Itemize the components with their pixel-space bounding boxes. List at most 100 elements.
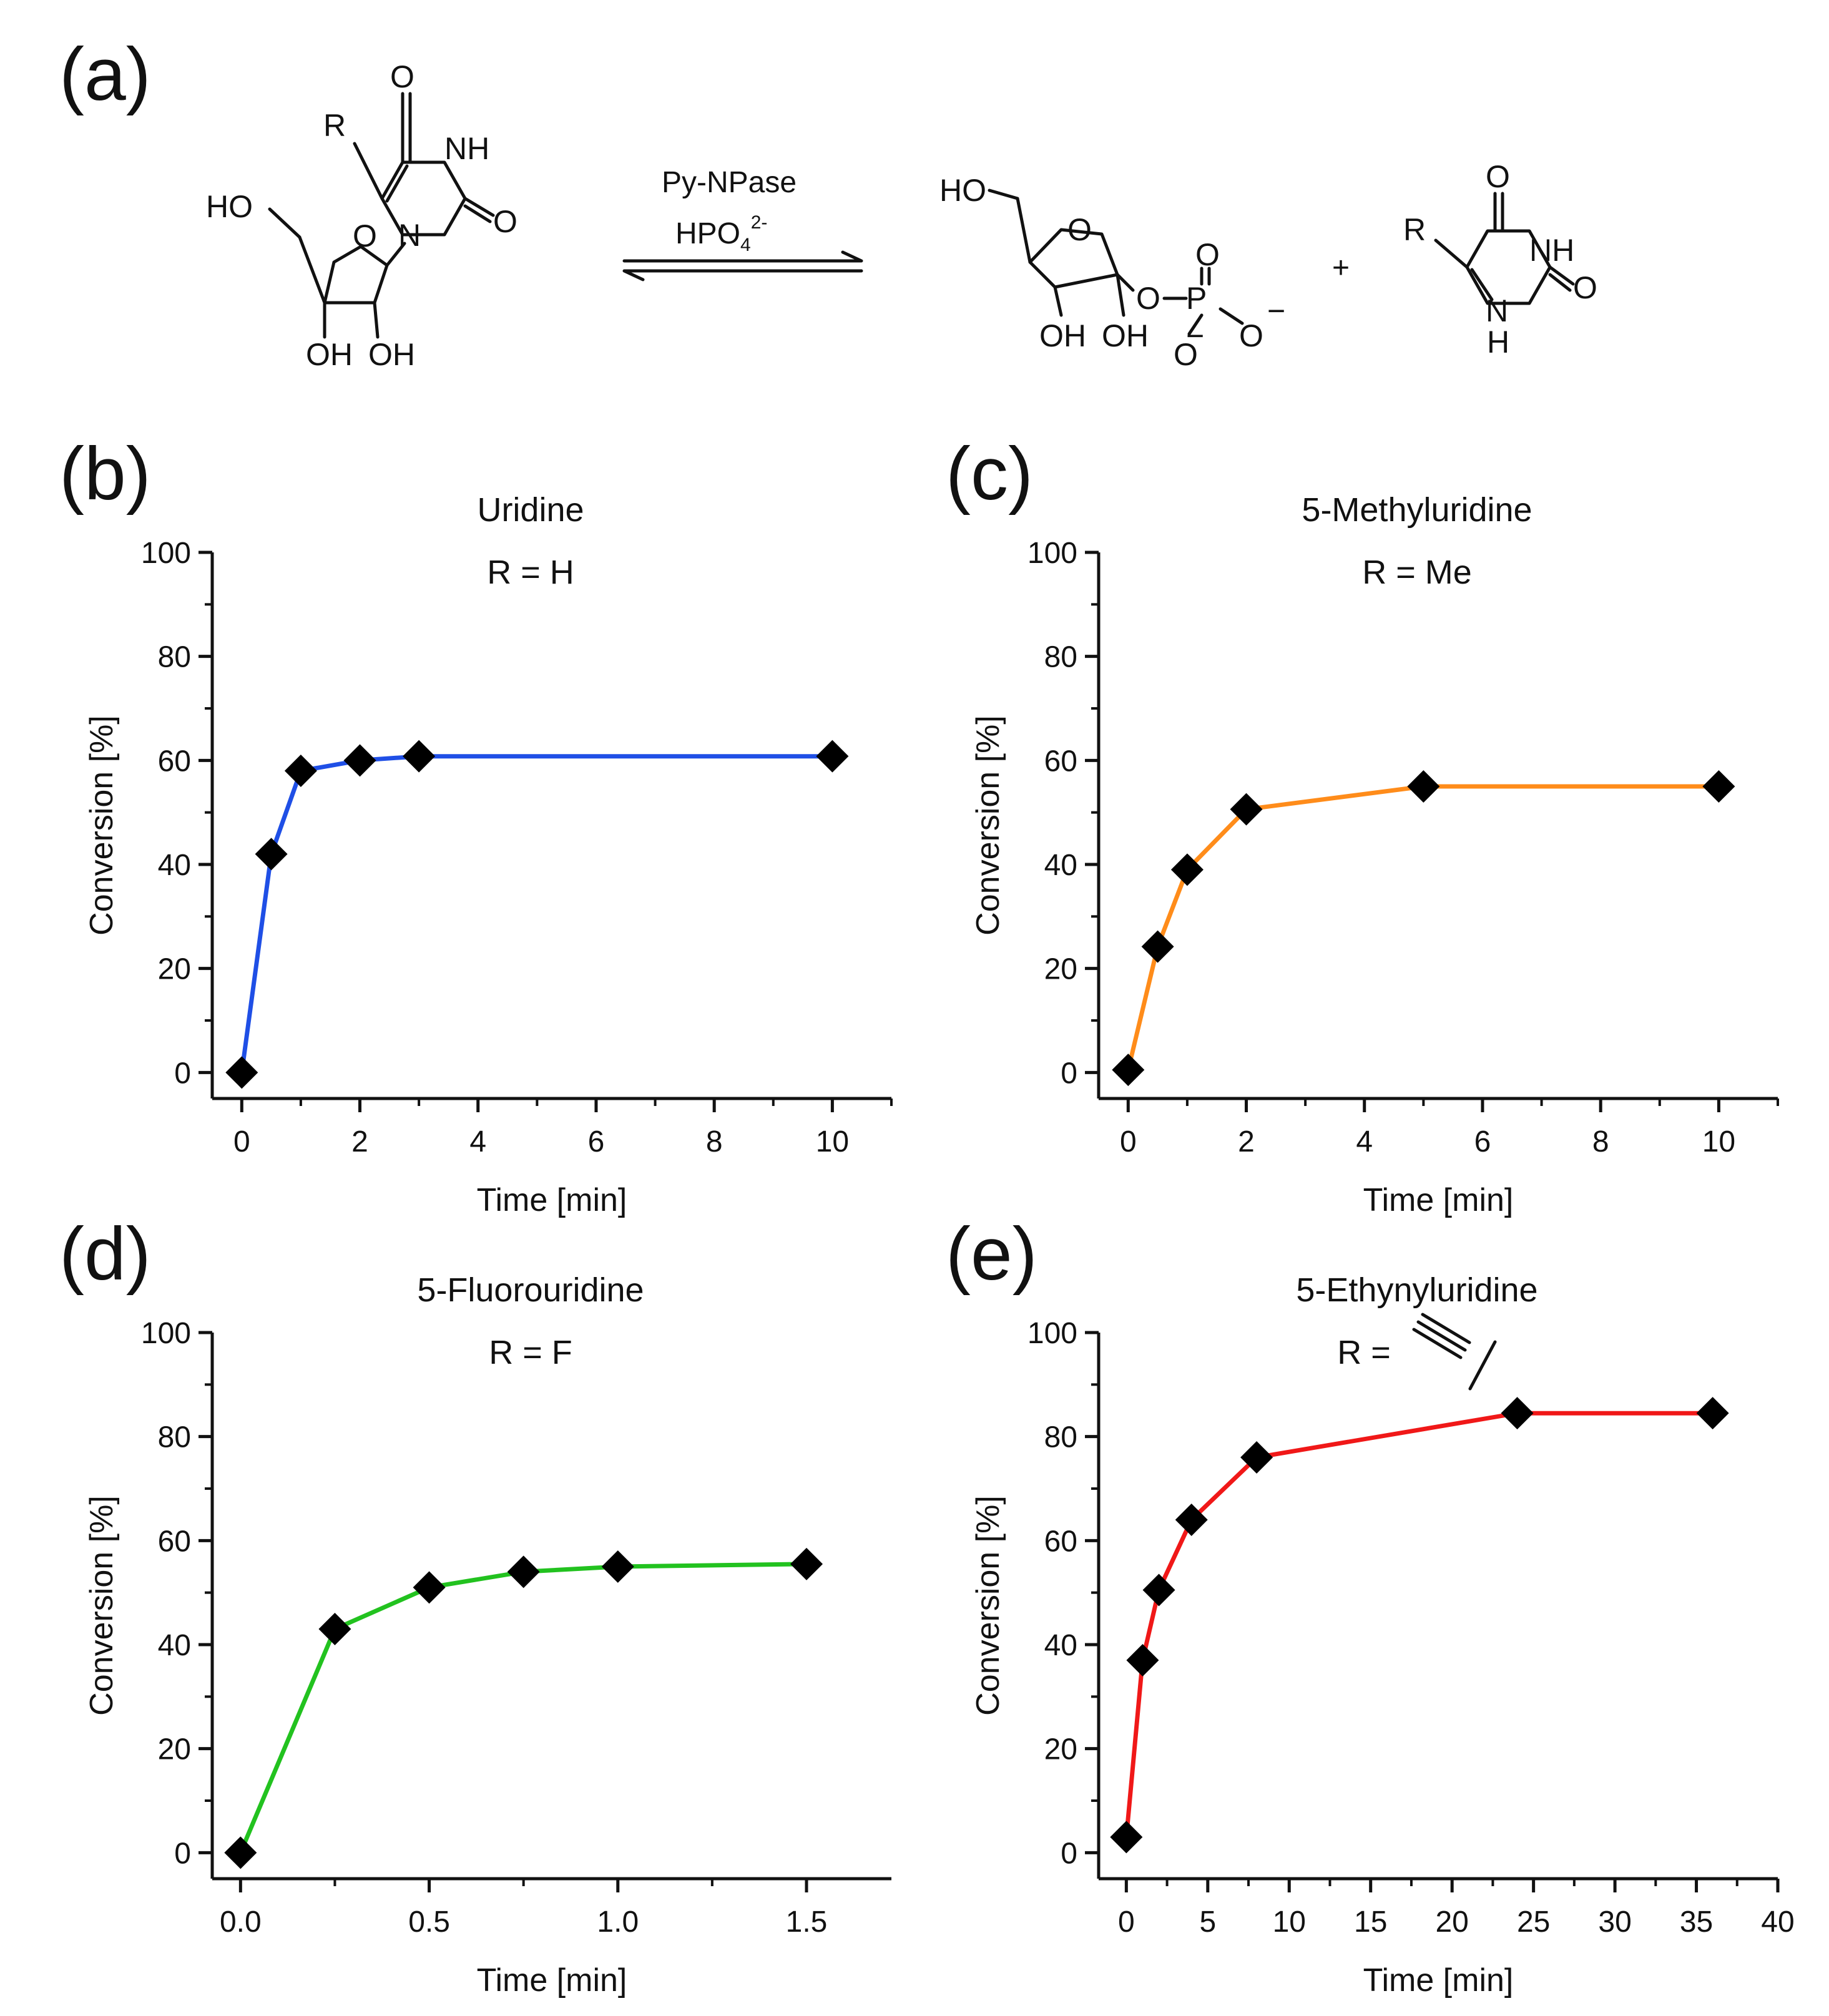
chart-title: 5-Methyluridine <box>1302 491 1532 529</box>
data-point <box>507 1555 540 1588</box>
data-point <box>284 755 317 787</box>
cosubstrate-superscript: 2- <box>751 212 768 233</box>
data-point <box>1126 1644 1159 1676</box>
data-point <box>790 1547 823 1580</box>
chart-title: Uridine <box>477 491 584 529</box>
triple-bond-1 <box>1412 1328 1463 1359</box>
x-tick-label: 10 <box>1702 1125 1735 1158</box>
atom-o: O <box>493 204 517 239</box>
atom-oh: OH <box>306 337 353 372</box>
ch2o-bond <box>988 188 1019 200</box>
y-tick-label: 60 <box>158 1525 191 1558</box>
p-o-bond-2 <box>1187 313 1204 336</box>
reverse-arrow <box>622 269 863 281</box>
panel-label-b: (b) <box>59 432 151 516</box>
atom-o: O <box>1486 159 1510 194</box>
y-tick-label: 100 <box>1027 537 1077 570</box>
cosubstrate-text: HPO <box>675 217 740 250</box>
atom-nh: NH <box>1529 233 1574 268</box>
x-tick-label: 30 <box>1598 1906 1631 1939</box>
ribose-ring <box>323 245 389 305</box>
chart-subtitle: R = F <box>489 1334 572 1371</box>
atom-oh: OH <box>1039 318 1086 353</box>
chart-title: 5-Fluorouridine <box>417 1271 644 1309</box>
atom-oh: OH <box>1102 318 1149 353</box>
ch2-bond <box>1016 197 1032 264</box>
x-tick-label: 6 <box>588 1125 605 1158</box>
x-axis-label: Time [min] <box>477 1182 627 1218</box>
y-tick-label: 0 <box>1061 1057 1077 1090</box>
y-tick-label: 80 <box>1044 641 1077 674</box>
x-tick-label: 10 <box>816 1125 849 1158</box>
uracil-ring <box>380 160 467 237</box>
enzyme-label: Py-NPase <box>662 166 797 199</box>
double-bond <box>1470 268 1494 301</box>
data-point <box>1112 1054 1145 1087</box>
carbonyl-2-b <box>1548 273 1572 292</box>
data-point <box>1175 1504 1208 1536</box>
x-tick-label: 1.5 <box>786 1906 828 1939</box>
atom-nh: NH <box>444 131 489 166</box>
y-tick-label: 100 <box>141 1317 191 1350</box>
x-tick-label: 0.0 <box>220 1906 262 1939</box>
data-point <box>1501 1397 1534 1430</box>
y-tick-label: 20 <box>1044 953 1077 986</box>
x-tick-label: 1.0 <box>597 1906 639 1939</box>
panel-label-c: (c) <box>946 432 1033 516</box>
y-tick-label: 40 <box>158 1629 191 1662</box>
glycosidic-bond <box>385 242 406 267</box>
y-tick-label: 40 <box>1044 1629 1077 1662</box>
y-axis-label: Conversion [%] <box>970 1495 1006 1716</box>
atom-ring-o: O <box>353 218 377 253</box>
chart-5-ethynyluridine: 5-Ethynyluridine R = 0 20 40 60 80 100 0 5 10 15 2… <box>970 1271 1795 1999</box>
cosubstrate-subscript: 4 <box>740 235 751 255</box>
data-point <box>1696 1397 1729 1430</box>
p-o-bond <box>1219 307 1244 325</box>
x-tick-label: 2 <box>1238 1125 1255 1158</box>
y-tick-label: 0 <box>1061 1837 1077 1870</box>
equilibrium-arrow: Py-NPase HPO42- <box>622 166 863 281</box>
data-point <box>601 1550 634 1583</box>
uridine-structure: O NH O N R O HO OH OH <box>206 59 517 372</box>
atom-h: H <box>1487 325 1509 360</box>
atom-o: O <box>1195 237 1220 272</box>
plus-sign: + <box>1332 252 1350 285</box>
data-point <box>1230 793 1263 826</box>
y-tick-label: 80 <box>1044 1421 1077 1454</box>
triple-bond-2 <box>1416 1320 1467 1352</box>
y-tick-label: 0 <box>174 1057 191 1090</box>
atom-p: P <box>1186 281 1207 316</box>
atom-o: O <box>1573 270 1597 305</box>
triple-bond-3 <box>1421 1313 1471 1344</box>
x-tick-label: 8 <box>1592 1125 1609 1158</box>
oh-bond-2 <box>1053 285 1063 317</box>
x-tick-label: 4 <box>1356 1125 1373 1158</box>
atom-r: R <box>323 108 346 143</box>
y-tick-label: 20 <box>158 953 191 986</box>
data-point <box>1141 930 1174 963</box>
x-tick-label: 0 <box>1120 1125 1137 1158</box>
data-point <box>224 1836 257 1869</box>
x-tick-label: 8 <box>706 1125 723 1158</box>
panel-label-a: (a) <box>59 32 151 116</box>
chart-5-methyluridine: 5-Methyluridine R = Me 0 20 40 60 80 100 0 2 4 6 8… <box>970 491 1779 1218</box>
data-point <box>1170 853 1204 886</box>
carbonyl-2-b <box>463 204 492 223</box>
atom-o: O <box>390 59 414 94</box>
x-tick-label: 40 <box>1761 1906 1794 1939</box>
double-bond <box>385 164 409 203</box>
anomeric-bond <box>1116 273 1135 292</box>
x-tick-label: 5 <box>1199 1906 1216 1939</box>
x-tick-label: 6 <box>1474 1125 1491 1158</box>
data-point <box>255 838 288 871</box>
data-point <box>1407 770 1440 803</box>
x-tick-label: 0 <box>233 1125 250 1158</box>
atom-o: O <box>1136 281 1160 316</box>
ch2o-bond <box>268 207 302 239</box>
attachment-bond <box>1468 1340 1497 1391</box>
y-tick-label: 100 <box>141 537 191 570</box>
x-axis-label: Time [min] <box>1363 1962 1514 1999</box>
ribose-1-phosphate-structure: HO O O P O O O − − OH OH <box>939 173 1285 372</box>
series-line <box>1125 784 1721 1072</box>
chart-5-fluorouridine: 5-Fluorouridine R = F 0 20 40 60 80 100 0.0 0.5… <box>84 1271 891 1999</box>
